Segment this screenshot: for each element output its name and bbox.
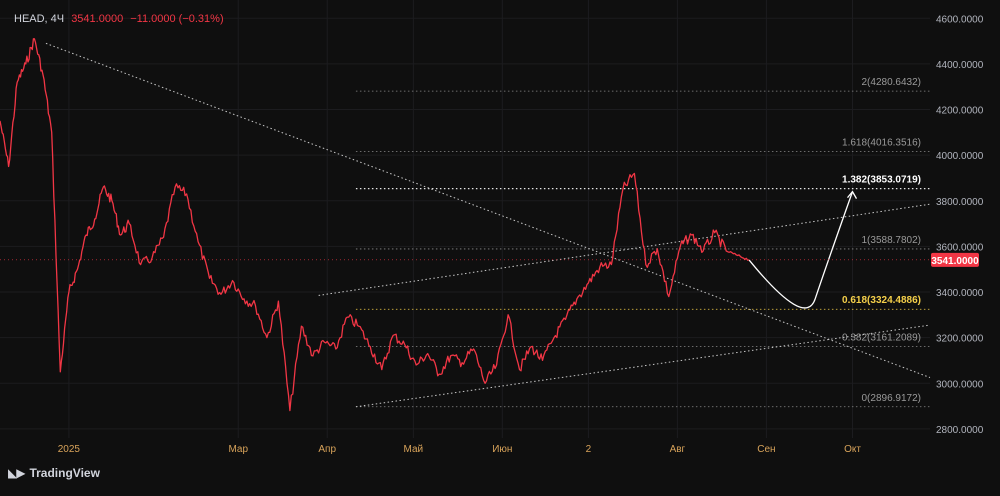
y-tick-label: 4400.0000 xyxy=(936,60,984,71)
channel-upper xyxy=(318,203,931,296)
x-tick-label: Апр xyxy=(318,444,336,455)
current-price-tag xyxy=(931,252,979,267)
price-change: −11.0000 (−0.31%) xyxy=(130,13,224,25)
y-tick-label: 4000.0000 xyxy=(936,151,984,162)
projection-curve xyxy=(748,191,854,309)
y-tick-label: 4200.0000 xyxy=(936,106,984,117)
symbol-header: HEAD, 4Ч 3541.0000 −11.0000 (−0.31%) xyxy=(14,13,224,25)
fib-level-label: 1.618(4016.3516) xyxy=(842,137,921,148)
x-tick-label: Мар xyxy=(228,444,248,455)
last-price: 3541.0000 xyxy=(71,13,124,25)
x-tick-label: 2025 xyxy=(58,444,81,455)
fib-level-label: 1.382(3853.0719) xyxy=(842,175,921,186)
y-tick-label: 3600.0000 xyxy=(936,242,984,253)
x-tick-label: Авг xyxy=(670,444,686,455)
y-tick-label: 3000.0000 xyxy=(936,379,984,390)
x-tick-label: Июн xyxy=(492,444,512,455)
x-tick-label: Окт xyxy=(844,444,861,455)
price-series-line xyxy=(0,38,750,412)
y-tick-label: 3200.0000 xyxy=(936,334,984,345)
descending-trendline xyxy=(45,42,931,379)
x-tick-label: Сен xyxy=(757,444,775,455)
x-tick-label: 2 xyxy=(586,444,592,455)
brand-label: TradingView xyxy=(29,466,100,480)
channel-lower xyxy=(355,324,931,408)
current-price-label: 3541.0000 xyxy=(931,256,979,267)
projection-arrowhead xyxy=(847,190,858,199)
fib-level-label: 2(4280.6432) xyxy=(862,77,922,88)
fib-level-label: 0(2896.9172) xyxy=(862,393,922,404)
y-tick-label: 3400.0000 xyxy=(936,288,984,299)
y-tick-label: 3800.0000 xyxy=(936,197,984,208)
fib-level-label: 1(3588.7802) xyxy=(862,235,922,246)
symbol-label: HEAD, 4Ч xyxy=(14,13,65,25)
y-tick-label: 4600.0000 xyxy=(936,14,984,25)
y-tick-label: 2800.0000 xyxy=(936,425,984,436)
fib-level-label: 0.618(3324.4886) xyxy=(842,295,921,306)
fib-level-label: 0.382(3161.2089) xyxy=(842,332,921,343)
x-tick-label: Май xyxy=(404,444,424,455)
brand[interactable]: ◣▶ TradingView xyxy=(8,466,100,480)
tradingview-logo-icon: ◣▶ xyxy=(8,466,25,480)
